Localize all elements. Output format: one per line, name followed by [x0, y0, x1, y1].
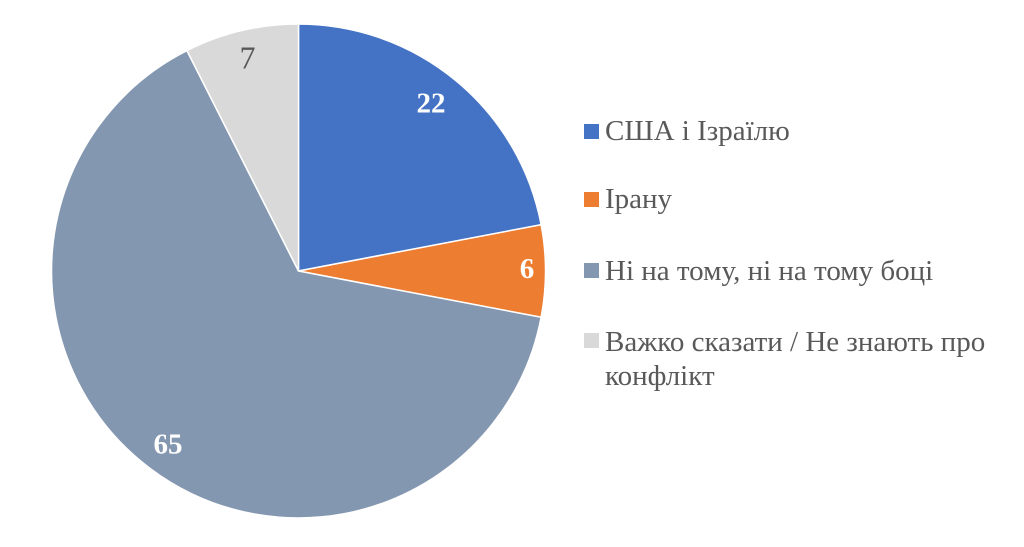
- svg-text:7: 7: [240, 40, 256, 76]
- svg-text:22: 22: [417, 88, 446, 120]
- svg-text:65: 65: [154, 429, 183, 461]
- svg-text:6: 6: [520, 253, 535, 285]
